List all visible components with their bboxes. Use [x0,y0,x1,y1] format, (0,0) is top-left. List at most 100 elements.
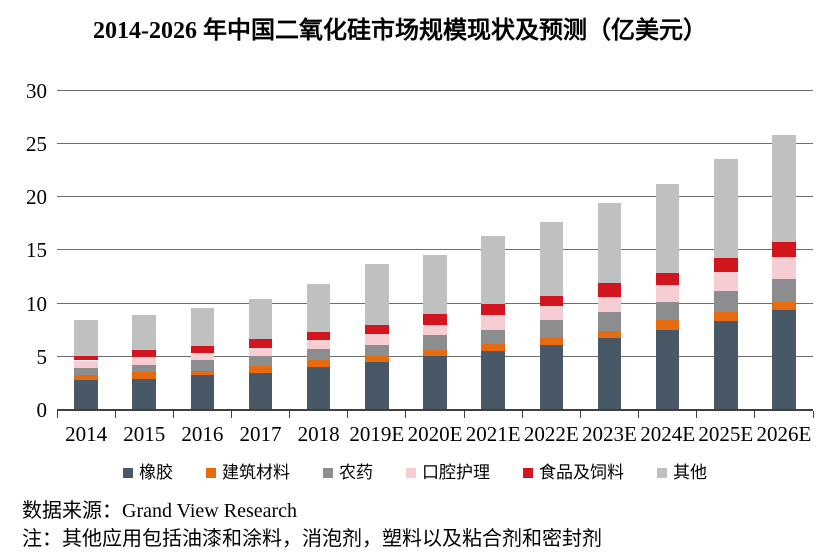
y-axis-label: 10 [26,291,47,316]
bar-segment-橡胶 [190,375,215,410]
bar-segment-橡胶 [655,330,680,410]
bar-segment-口腔护理 [423,324,447,336]
bar-segment-其他 [772,135,796,243]
bar-segment-其他 [132,314,156,350]
bar-segment-建筑材料 [655,320,680,331]
gridline [57,196,813,197]
bar-segment-农药 [365,345,389,356]
bar-segment-农药 [481,329,505,344]
bar-segment-橡胶 [306,366,331,410]
bar-segment-建筑材料 [132,372,156,379]
bar-segment-农药 [306,349,331,360]
legend-label: 农药 [339,463,373,482]
y-axis-label: 5 [36,344,48,369]
bar-segment-食品及饲料 [655,272,680,286]
bar-segment-橡胶 [481,351,505,410]
bar-segment-食品及饲料 [539,295,564,307]
x-axis-label: 2014 [65,422,108,446]
y-axis-label: 15 [26,238,47,263]
bar-segment-建筑材料 [539,338,564,345]
y-axis-label: 30 [26,78,47,103]
chart-title: 2014-2026 年中国二氧化硅市场规模现状及预测（亿美元） [93,18,707,44]
bar-segment-口腔护理 [248,348,273,357]
bar-segment-建筑材料 [306,359,331,367]
bar-segment-口腔护理 [539,306,564,321]
bar-segment-其他 [597,203,622,284]
bar-segment-建筑材料 [597,331,622,339]
bar-segment-其他 [190,308,215,346]
bar-segment-建筑材料 [190,370,215,376]
bar-segment-食品及饲料 [597,283,622,297]
legend-label: 食品及饲料 [539,463,624,482]
bar-segment-建筑材料 [248,365,273,374]
bar-segment-食品及饲料 [772,242,796,257]
bar-segment-其他 [423,255,447,314]
bar-segment-建筑材料 [74,375,98,380]
bar-segment-橡胶 [539,344,564,410]
axis-tick-mark [230,410,232,418]
axis-tick-mark [289,410,291,418]
bar-segment-农药 [597,312,622,332]
bar-segment-建筑材料 [481,344,505,352]
bar-segment-农药 [423,335,447,350]
y-axis-label: 25 [26,131,47,156]
bar-segment-食品及饲料 [365,325,389,335]
gridline [57,89,813,91]
bar-segment-食品及饲料 [74,355,98,361]
bar-segment-农药 [132,364,156,373]
bar-segment-其他 [655,183,680,273]
bar-segment-食品及饲料 [132,349,156,357]
legend-swatch [323,468,333,478]
bar-segment-食品及饲料 [714,257,738,272]
bar-segment-口腔护理 [306,339,331,350]
bar-segment-其他 [365,264,389,326]
y-axis-label: 0 [36,398,48,422]
bar-segment-农药 [190,359,215,371]
legend-item-食品及饲料: 食品及饲料 [523,463,624,483]
axis-tick-mark [638,410,640,418]
bar-segment-其他 [74,320,98,356]
bar-segment-其他 [539,222,564,296]
x-axis-label: 2023E [582,422,637,446]
x-axis-label: 2019E [349,422,405,446]
bar-segment-其他 [306,283,331,333]
bar-segment-建筑材料 [365,355,389,362]
legend-label: 其他 [673,463,707,482]
axis-tick-mark [347,410,349,418]
legend-swatch [206,468,216,478]
bar-segment-其他 [248,299,273,340]
legend-item-口腔护理: 口腔护理 [406,463,490,483]
x-axis-label: 2015 [123,422,166,446]
axis-tick-mark [172,410,174,418]
bar-segment-农药 [655,301,680,321]
bar-segment-橡胶 [714,320,738,410]
axis-tick-mark [114,410,116,418]
bar-segment-农药 [74,368,98,376]
bar-segment-建筑材料 [423,349,447,356]
axis-tick-mark [754,410,756,418]
source-line: 数据来源：Grand View Research [22,500,298,522]
bar-segment-食品及饲料 [190,345,215,353]
bar-segment-口腔护理 [74,360,98,369]
x-axis-label: 2022E [523,422,579,446]
bar-segment-其他 [481,236,505,305]
bar-segment-橡胶 [74,379,98,410]
x-axis-label: 2026E [756,422,812,446]
axis-tick-mark [463,410,465,418]
bar-segment-建筑材料 [714,312,738,321]
legend-item-农药: 农药 [323,463,373,483]
x-axis-line [57,408,813,411]
gridline [57,142,813,144]
legend-item-橡胶: 橡胶 [123,463,173,483]
bar-segment-农药 [248,356,273,366]
x-axis-label: 2021E [465,422,521,446]
bar-segment-口腔护理 [597,296,622,313]
bar-segment-橡胶 [248,373,273,410]
x-axis-label: 2020E [407,422,463,446]
axis-tick-mark [696,410,698,418]
y-axis-label: 20 [26,185,47,209]
gridline [57,249,813,251]
legend-swatch [406,468,416,478]
